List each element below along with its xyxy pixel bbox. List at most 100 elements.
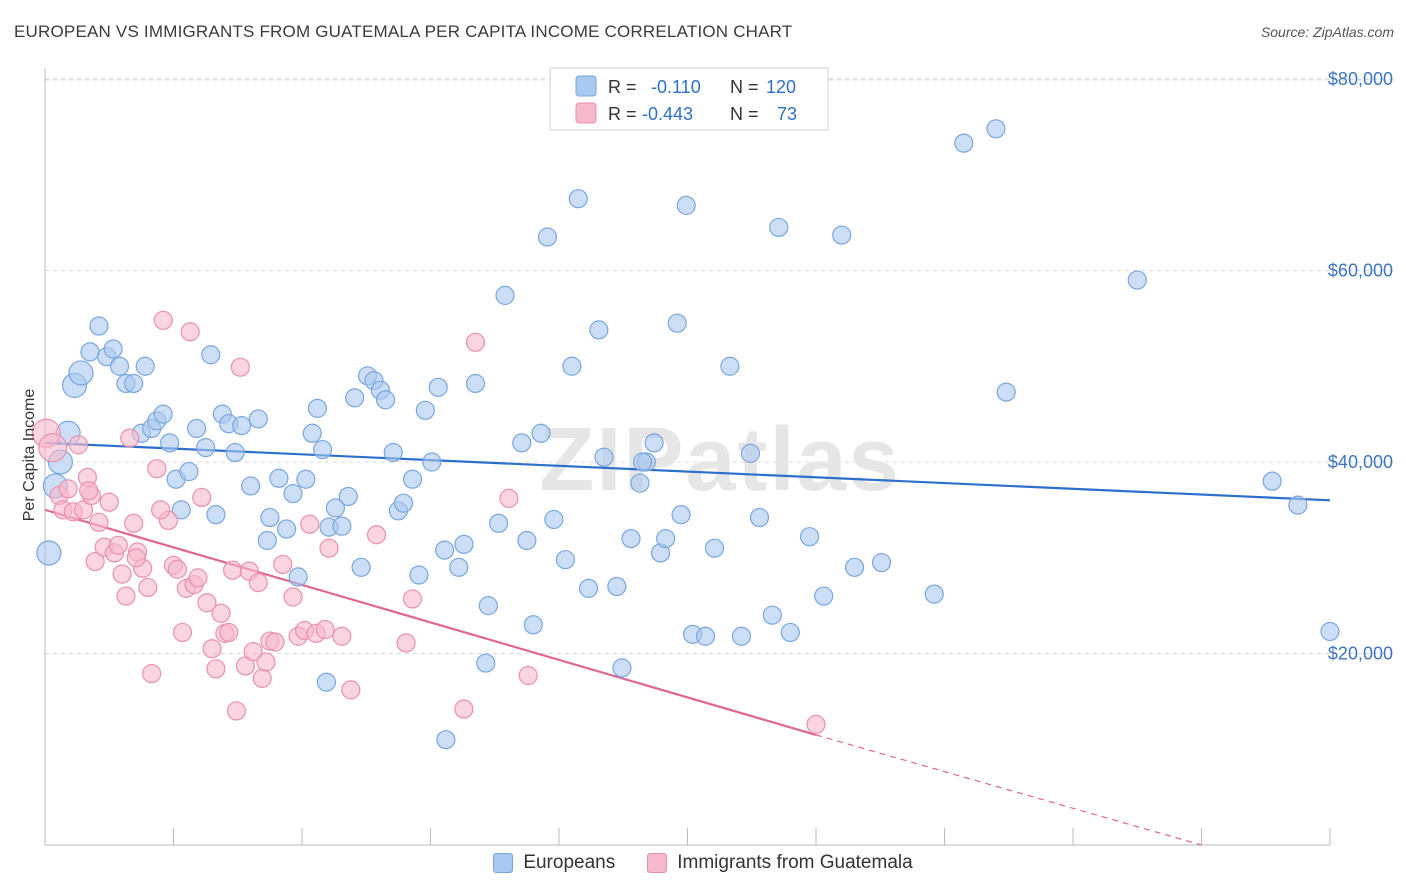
europeans-point — [544, 509, 564, 530]
legend-swatch-guatemala — [575, 102, 597, 124]
europeans-point — [465, 373, 486, 394]
europeans-point — [594, 447, 614, 467]
europeans-point — [316, 672, 337, 692]
europeans-point — [517, 530, 537, 551]
europeans-point — [351, 557, 371, 577]
europeans-trend-line — [44, 441, 1331, 502]
guatemala-point — [120, 428, 140, 448]
guatemala-point — [126, 548, 146, 568]
guatemala-point — [283, 587, 303, 607]
guatemala-point — [226, 701, 247, 721]
europeans-point — [799, 527, 820, 547]
europeans-point — [562, 356, 582, 376]
europeans-point — [667, 313, 687, 333]
zipatlas-watermark: ZIPatlas — [539, 410, 900, 510]
europeans-point — [428, 377, 448, 397]
legend-r-label-1: R = — [608, 77, 637, 97]
guatemala-point — [180, 322, 200, 342]
guatemala-point — [192, 487, 212, 508]
europeans-point — [555, 550, 576, 570]
guatemala-point — [219, 622, 239, 643]
europeans-point — [103, 339, 123, 359]
europeans-point — [986, 119, 1006, 139]
y-tick-label: $20,000 — [1328, 644, 1393, 664]
europeans-point — [704, 538, 725, 558]
europeans-point — [871, 552, 892, 573]
europeans-point — [731, 626, 752, 646]
europeans-point — [422, 452, 442, 472]
europeans-point — [232, 416, 252, 436]
europeans-label: Europeans — [523, 852, 616, 873]
europeans-point — [435, 540, 455, 560]
guatemala-point — [112, 564, 132, 584]
europeans-point — [720, 356, 740, 376]
guatemala-point — [142, 664, 162, 684]
guatemala-point — [38, 433, 68, 463]
legend-r-value-1: -0.110 — [651, 77, 701, 97]
guatemala-trend-line — [44, 508, 817, 736]
europeans-point — [512, 433, 532, 453]
europeans-point — [607, 576, 627, 597]
guatemala-point — [396, 633, 416, 653]
europeans-point — [1320, 621, 1340, 642]
guatemala-point — [68, 435, 89, 455]
guatemala-point — [89, 512, 109, 532]
europeans-point — [288, 567, 308, 587]
europeans-point — [375, 390, 396, 410]
europeans-point — [621, 528, 641, 549]
europeans-point — [409, 565, 429, 585]
legend-n-label-2: N = — [730, 104, 759, 124]
guatemala-point — [256, 652, 276, 672]
europeans-point — [36, 540, 62, 566]
europeans-point — [656, 528, 676, 549]
europeans-swatch — [493, 853, 514, 873]
europeans-point — [153, 404, 173, 424]
europeans-point — [276, 519, 297, 539]
europeans-point — [924, 584, 944, 604]
guatemala-point — [151, 500, 171, 520]
europeans-point — [312, 439, 333, 460]
europeans-point — [269, 468, 289, 488]
europeans-point — [630, 473, 650, 493]
guatemala-point — [248, 573, 268, 593]
guatemala-point — [465, 332, 486, 352]
europeans-point — [393, 493, 414, 513]
y-axis-label: Per Capita Income — [21, 389, 38, 522]
europeans-point — [832, 225, 852, 245]
guatemala-point — [499, 488, 519, 508]
guatemala-point — [252, 668, 272, 688]
europeans-point — [537, 227, 558, 247]
legend-swatch-europeans — [575, 75, 597, 97]
europeans-point — [241, 476, 261, 496]
tick-labels: $20,000$40,000$60,000$80,0000.0%100.0% — [1328, 69, 1393, 664]
guatemala-point — [341, 680, 361, 700]
guatemala-swatch — [647, 853, 668, 873]
guatemala-point — [116, 586, 136, 606]
europeans-point — [531, 423, 551, 443]
europeans-point — [523, 615, 543, 635]
legend-n-value-1: 120 — [766, 77, 796, 97]
europeans-point — [489, 513, 509, 533]
europeans-point — [740, 443, 761, 463]
guatemala-point — [319, 538, 339, 558]
europeans-point — [644, 433, 664, 453]
guatemala-trend-extension — [815, 734, 1202, 846]
europeans-point — [1127, 270, 1147, 290]
europeans-point — [160, 433, 180, 453]
guatemala-point — [188, 568, 208, 588]
europeans-point — [283, 483, 303, 504]
europeans-point — [996, 382, 1016, 402]
guatemala-point — [273, 554, 293, 575]
europeans-point — [762, 605, 782, 625]
y-tick-label: $40,000 — [1328, 452, 1393, 472]
europeans-point — [124, 373, 144, 394]
europeans-point — [844, 557, 865, 577]
source-credit: Source: ZipAtlas.com — [1260, 24, 1394, 40]
guatemala-point — [265, 632, 285, 652]
guatemala-point — [153, 310, 173, 330]
correlation-legend: R = -0.110 N = 120 R = -0.443 N = 73 — [549, 67, 829, 131]
europeans-point — [206, 505, 226, 525]
guatemala-point — [402, 589, 423, 609]
scatter-chart: ZIPatlas $20,000$40,000$60,000$80,0000.0… — [21, 67, 1394, 846]
guatemala-point — [138, 577, 158, 598]
